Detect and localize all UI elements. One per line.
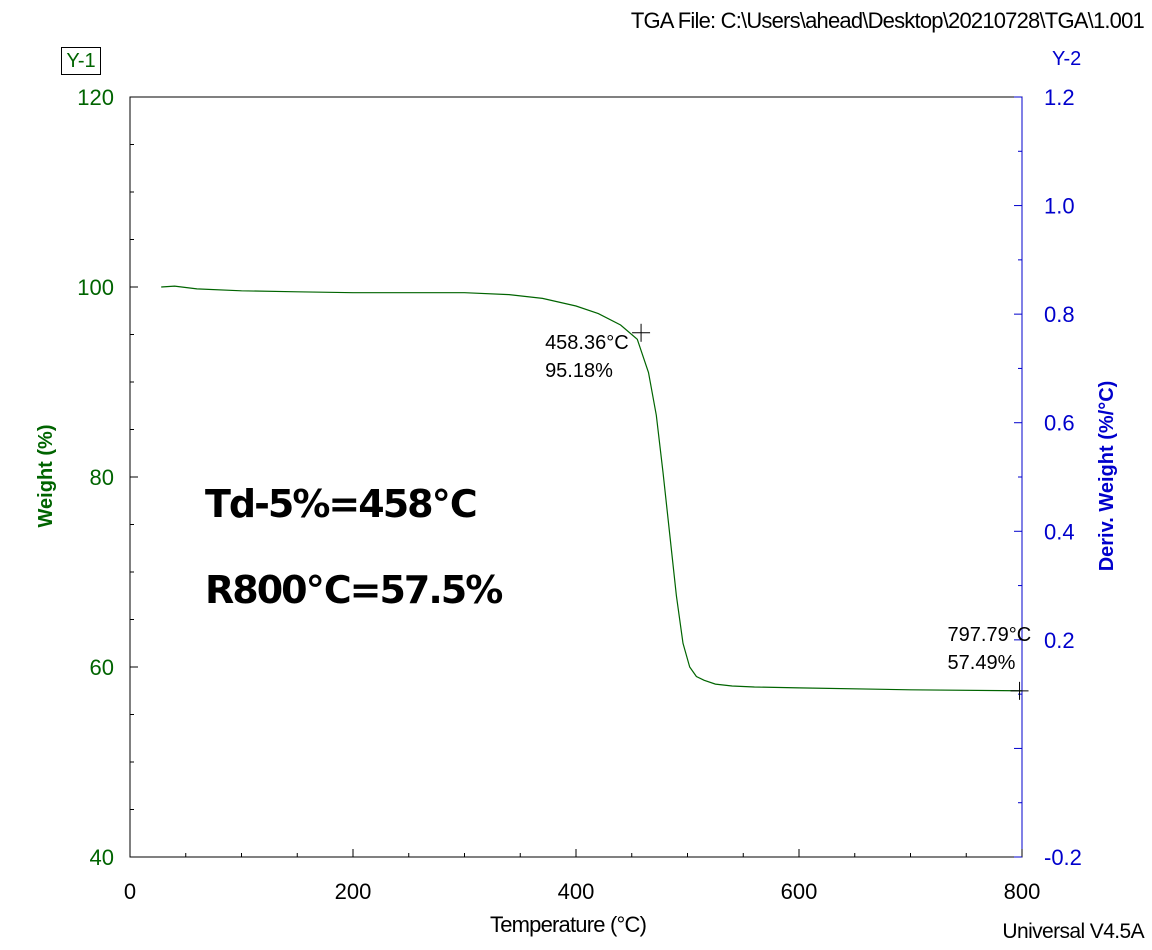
td5-annotation: Td-5%=458℃ (205, 482, 478, 526)
x-tick-label: 400 (558, 879, 595, 904)
y1-axis-title: Weight (%) (35, 425, 57, 528)
y1-tick-label: 40 (90, 845, 114, 870)
y2-tick-label: 1.0 (1044, 194, 1075, 219)
annotation-label-weight: 95.18% (545, 360, 613, 382)
x-tick-label: 600 (781, 879, 818, 904)
y2-axis-tag: Y-2 (1052, 48, 1082, 70)
y1-tick-label: 120 (77, 85, 114, 110)
y2-tick-label: 0.8 (1044, 302, 1075, 327)
file-path-label: TGA File: C:\Users\ahead\Desktop\2021072… (630, 8, 1145, 33)
x-tick-label: 200 (335, 879, 372, 904)
x-tick-label: 800 (1004, 879, 1041, 904)
annotation-label-weight: 57.49% (948, 652, 1016, 674)
y2-tick-label: -0.2 (1044, 845, 1082, 870)
x-tick-label: 0 (124, 879, 136, 904)
y1-tick-label: 60 (90, 655, 114, 680)
y1-tick-label: 100 (77, 275, 114, 300)
y2-tick-label: 0.4 (1044, 519, 1075, 544)
y2-ticks: -0.2 0.2 0.4 0.6 0.8 1.0 1.2 (1014, 85, 1082, 870)
y2-tick-label: 0.2 (1044, 628, 1075, 653)
x-axis-title: Temperature (°C) (490, 912, 647, 937)
annotation-label-temp: 458.36°C (545, 332, 629, 354)
annotations: 458.36°C 95.18% 797.79°C 57.49% (545, 323, 1032, 700)
y2-tick-label: 0.6 (1044, 411, 1075, 436)
plot-frame (129, 96, 1023, 858)
y1-tick-label: 80 (90, 465, 114, 490)
y2-tick-label: 1.2 (1044, 85, 1075, 110)
annotation-label-temp: 797.79°C (948, 624, 1032, 646)
y2-axis-title: Deriv. Weight (%/°C) (1096, 381, 1118, 572)
y1-axis-tag: Y-1 (61, 47, 101, 75)
x-ticks: 0 200 400 600 800 (124, 849, 1040, 904)
y1-ticks: 40 60 80 100 120 (77, 85, 138, 870)
software-version-label: Universal V4.5A (1002, 920, 1144, 943)
weight-curve (161, 285, 1023, 692)
residue-annotation: R800℃=57.5% (205, 568, 503, 612)
